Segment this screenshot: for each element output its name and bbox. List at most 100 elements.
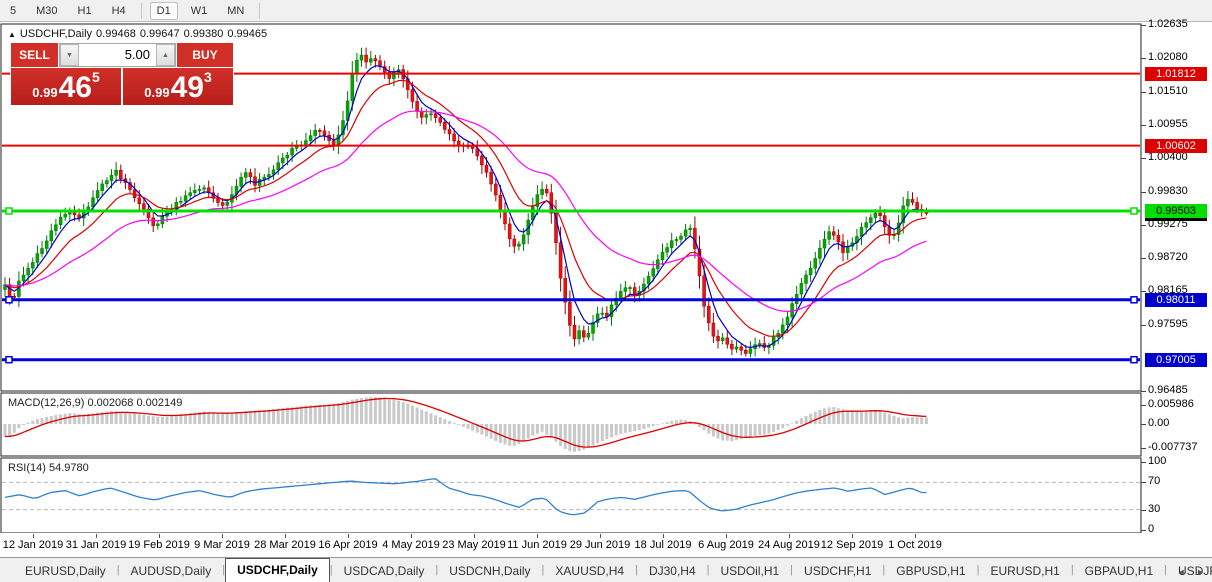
timeframe-button-m30[interactable]: M30	[36, 4, 58, 17]
chart-tab-bar: EURUSD,Daily | AUDUSD,Daily | USDCHF,Daily | U…	[0, 557, 1212, 582]
price-tick-label: 0.99830	[1148, 185, 1188, 197]
price-tick-label: 0.98720	[1148, 251, 1188, 263]
date-label: 29 Jun 2019	[569, 539, 631, 551]
chart-tab-eurusd-h1[interactable]: EURUSD,H1	[990, 564, 1060, 578]
macd-tick-label: 0.005986	[1148, 398, 1194, 410]
chart-tab-gbpaud-h1[interactable]: GBPAUD,H1	[1084, 564, 1154, 578]
level-price-badge: 0.99503	[1145, 204, 1207, 218]
tab-separator: |	[790, 564, 794, 576]
date-label: 1 Oct 2019	[888, 539, 942, 551]
date-label: 28 Mar 2019	[254, 539, 316, 551]
price-tick-tick	[1141, 25, 1146, 26]
macd-indicator-label: MACD(12,26,9) 0.002068 0.002149	[8, 397, 183, 409]
chart-tab-audusd-daily[interactable]: AUDUSD,Daily	[130, 564, 212, 578]
timeframe-button-w1[interactable]: W1	[190, 4, 208, 17]
rsi-tick-label: 100	[1148, 455, 1167, 467]
level-price-badge: 0.97005	[1145, 353, 1207, 367]
volume-increase-button[interactable]: ▲	[156, 44, 175, 66]
timeframe-button-5[interactable]: 5	[10, 4, 17, 17]
price-tick-tick	[1141, 391, 1146, 392]
sell-price-display[interactable]: 0.99 46 5	[11, 68, 121, 105]
timeframe-toolbar: 5 M30 H1 H4 D1 W1 MN	[0, 0, 1212, 22]
ohlc-low: 0.99380	[183, 28, 224, 40]
macd-tick-tick	[1141, 448, 1146, 449]
price-tick-tick	[1141, 258, 1146, 259]
price-tick-label: 0.96485	[1148, 384, 1188, 396]
price-tick-tick	[1141, 325, 1146, 326]
tab-separator: |	[635, 564, 638, 576]
level-price-badge: 1.01812	[1145, 67, 1207, 81]
timeframe-button-mn[interactable]: MN	[227, 4, 245, 17]
date-tick	[789, 534, 790, 538]
buy-price-display[interactable]: 0.99 49 3	[123, 68, 233, 105]
ohlc-high: 0.99647	[139, 28, 180, 40]
timeframe-button-d1[interactable]: D1	[149, 1, 178, 20]
tab-scroll-arrows[interactable]: ◄ ►	[1176, 567, 1209, 577]
price-tick-label: 1.02635	[1148, 18, 1188, 30]
sell-button[interactable]: SELL	[11, 43, 58, 67]
date-label: 4 May 2019	[382, 539, 440, 551]
date-label: 9 Mar 2019	[194, 539, 250, 551]
volume-input[interactable]: 5.00	[124, 47, 150, 62]
tab-separator: |	[541, 564, 545, 576]
tab-separator: |	[976, 564, 980, 576]
rsi-tick-label: 30	[1148, 503, 1161, 515]
chart-window: ▲ USDCHF,Daily 0.99468 0.99647 0.99380 0.9946…	[0, 18, 1212, 557]
macd-tick-label: 0.00	[1148, 417, 1170, 429]
chart-tab-dj30-h4[interactable]: DJ30,H4	[648, 564, 696, 578]
date-label: 31 Jan 2019	[65, 539, 127, 551]
timeframe-button-h1[interactable]: H1	[77, 4, 92, 17]
price-chart-canvas[interactable]	[0, 23, 1143, 533]
chart-tab-usdoil-h1[interactable]: USDOil,H1	[720, 564, 780, 578]
tab-separator: |	[435, 564, 439, 576]
date-tick	[33, 534, 34, 538]
chart-tab-xauusd-h4[interactable]: XAUUSD,H4	[555, 564, 625, 578]
date-label: 12 Jan 2019	[2, 539, 64, 551]
sell-price-sup: 5	[91, 69, 100, 85]
ohlc-open: 0.99468	[96, 28, 136, 40]
date-label: 23 May 2019	[442, 539, 506, 551]
tab-separator: |	[222, 564, 226, 576]
date-tick	[537, 534, 538, 538]
rsi-tick-tick	[1141, 530, 1146, 531]
price-tick-label: 1.01510	[1148, 85, 1188, 97]
collapse-panel-icon[interactable]: ▲	[8, 30, 16, 39]
date-label: 24 Aug 2019	[758, 539, 820, 551]
chart-tab-usdcad-daily[interactable]: USDCAD,Daily	[343, 564, 425, 578]
date-label: 16 Apr 2019	[318, 539, 378, 551]
rsi-tick-label: 70	[1148, 475, 1161, 487]
price-tick-label: 1.02080	[1148, 51, 1188, 63]
date-tick	[726, 534, 727, 538]
date-tick	[348, 534, 349, 538]
level-price-badge: 0.98011	[1145, 293, 1207, 307]
buy-price-sup: 3	[203, 69, 212, 85]
volume-decrease-button[interactable]: ▼	[60, 44, 79, 66]
date-tick	[663, 534, 664, 538]
macd-tick-tick	[1141, 405, 1146, 406]
date-tick	[222, 534, 223, 538]
rsi-value: 54.9780	[48, 462, 89, 474]
price-tick-tick	[1141, 192, 1146, 193]
timeframe-button-h4[interactable]: H4	[111, 4, 126, 17]
chart-header: ▲ USDCHF,Daily 0.99468 0.99647 0.99380 0.9946…	[8, 28, 271, 40]
chart-tab-usdcnh-daily[interactable]: USDCNH,Daily	[449, 564, 531, 578]
date-label: 19 Feb 2019	[128, 539, 190, 551]
chart-tab-usdjp[interactable]: USDJP	[1178, 564, 1212, 578]
chart-tab-eurusd-daily[interactable]: EURUSD,Daily	[25, 564, 106, 578]
sell-price-big: 46	[58, 71, 92, 104]
rsi-indicator-label: RSI(14) 54.9780	[8, 462, 89, 474]
buy-price-big: 49	[170, 71, 204, 104]
chart-tab-usdchf-daily[interactable]: USDCHF,Daily	[225, 558, 330, 582]
rsi-tick-label: 0	[1148, 523, 1155, 535]
date-tick	[159, 534, 160, 538]
sell-price-prefix: 0.99	[32, 85, 58, 100]
chart-tab-usdchf-h1[interactable]: USDCHF,H1	[804, 564, 872, 578]
chart-tab-gbpusd-h1[interactable]: GBPUSD,H1	[896, 564, 966, 578]
buy-button[interactable]: BUY	[177, 43, 233, 67]
price-tick-tick	[1141, 92, 1146, 93]
date-label: 12 Sep 2019	[820, 539, 884, 551]
price-tick-tick	[1141, 58, 1146, 59]
date-tick	[96, 534, 97, 538]
macd-value-2: 0.002149	[136, 397, 183, 409]
